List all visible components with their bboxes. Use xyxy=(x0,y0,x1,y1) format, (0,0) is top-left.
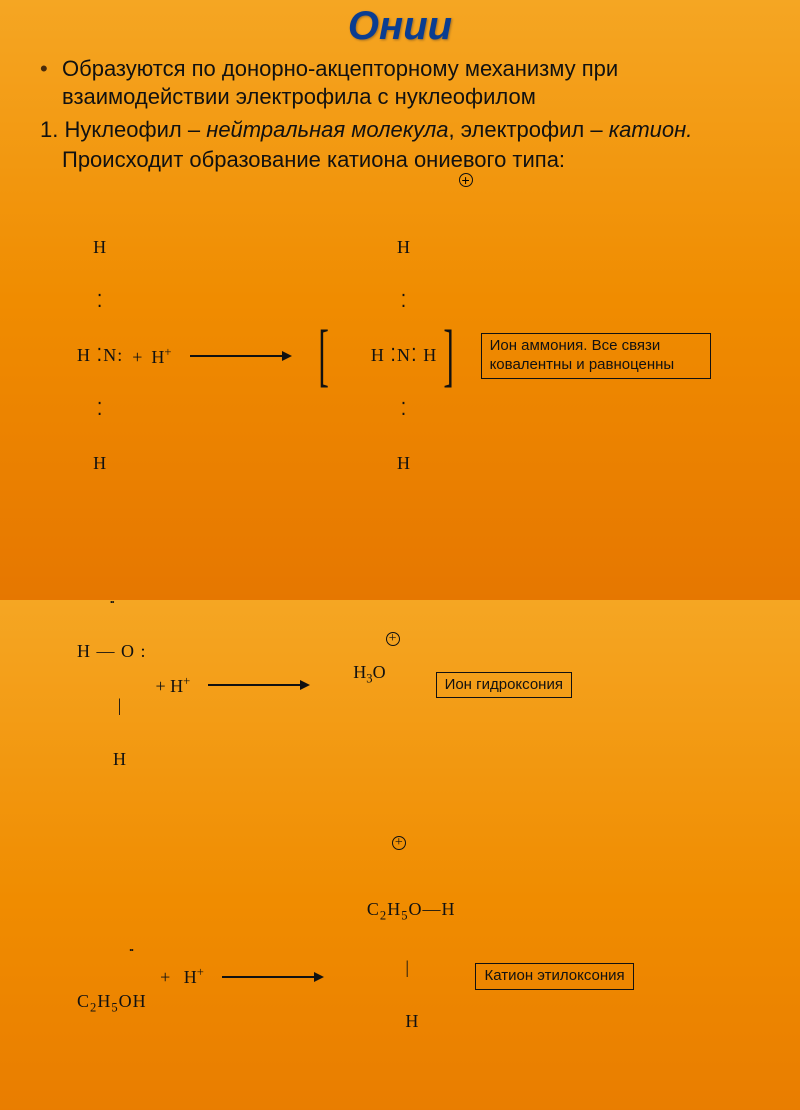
reaction-2: •• H — O : | H + H+ H3O + Ион гидроксони… xyxy=(50,543,780,827)
bullet-item-1: Образуются по донорно-акцепторному механ… xyxy=(40,55,780,110)
reactant-nh3: H ⁚ H ⁚N: ⁚ H xyxy=(50,181,123,531)
charge-icon: + xyxy=(459,173,473,187)
bullet2-term2: катион. xyxy=(609,117,693,142)
page-title: Онии xyxy=(0,0,800,49)
bullet-item-2: 1. Нуклеофил – нейтральная молекула, эле… xyxy=(40,116,780,144)
plus-1: + H+ xyxy=(123,345,171,368)
bullet-item-3: Происходит образование катиона ониевого … xyxy=(40,146,780,174)
reactant-etoh: •• C2H5OH xyxy=(50,881,147,1073)
bullet-list: Образуются по донорно-акцепторному механ… xyxy=(0,55,800,173)
product-etoh2: C2H5O—H | H + xyxy=(340,843,456,1110)
reaction-1: H ⁚ H ⁚N: ⁚ H + H+ [ H ⁚ H ⁚N⁚ H ⁚ H ] xyxy=(50,179,780,533)
bullet2-term1: нейтральная молекула xyxy=(206,117,448,142)
label-1: Ион аммония. Все связи ковалентны и равн… xyxy=(481,333,711,379)
label-3: Катион этилоксония xyxy=(475,963,633,990)
arrow-1 xyxy=(190,355,290,357)
product-nh4: [ H ⁚ H ⁚N⁚ H ⁚ H ] + xyxy=(308,179,465,533)
charge-icon: + xyxy=(392,836,406,850)
reaction-3: •• C2H5OH + H+ C2H5O—H | H + Катион этил… xyxy=(50,843,780,1110)
bullet2-mid: , электрофил – xyxy=(449,117,609,142)
plus-3: + H+ xyxy=(147,965,204,988)
reactions-area: H ⁚ H ⁚N: ⁚ H + H+ [ H ⁚ H ⁚N⁚ H ⁚ H ] xyxy=(0,179,800,1110)
charge-icon: + xyxy=(386,632,400,646)
plus-2: + H+ xyxy=(147,674,191,697)
bullet2-prefix: 1. Нуклеофил – xyxy=(40,117,206,142)
arrow-3 xyxy=(222,976,322,978)
reactant-h2o: •• H — O : | H xyxy=(50,543,147,827)
product-h3o: H3O + xyxy=(326,641,385,729)
label-2: Ион гидроксония xyxy=(436,672,572,699)
arrow-2 xyxy=(208,684,308,686)
